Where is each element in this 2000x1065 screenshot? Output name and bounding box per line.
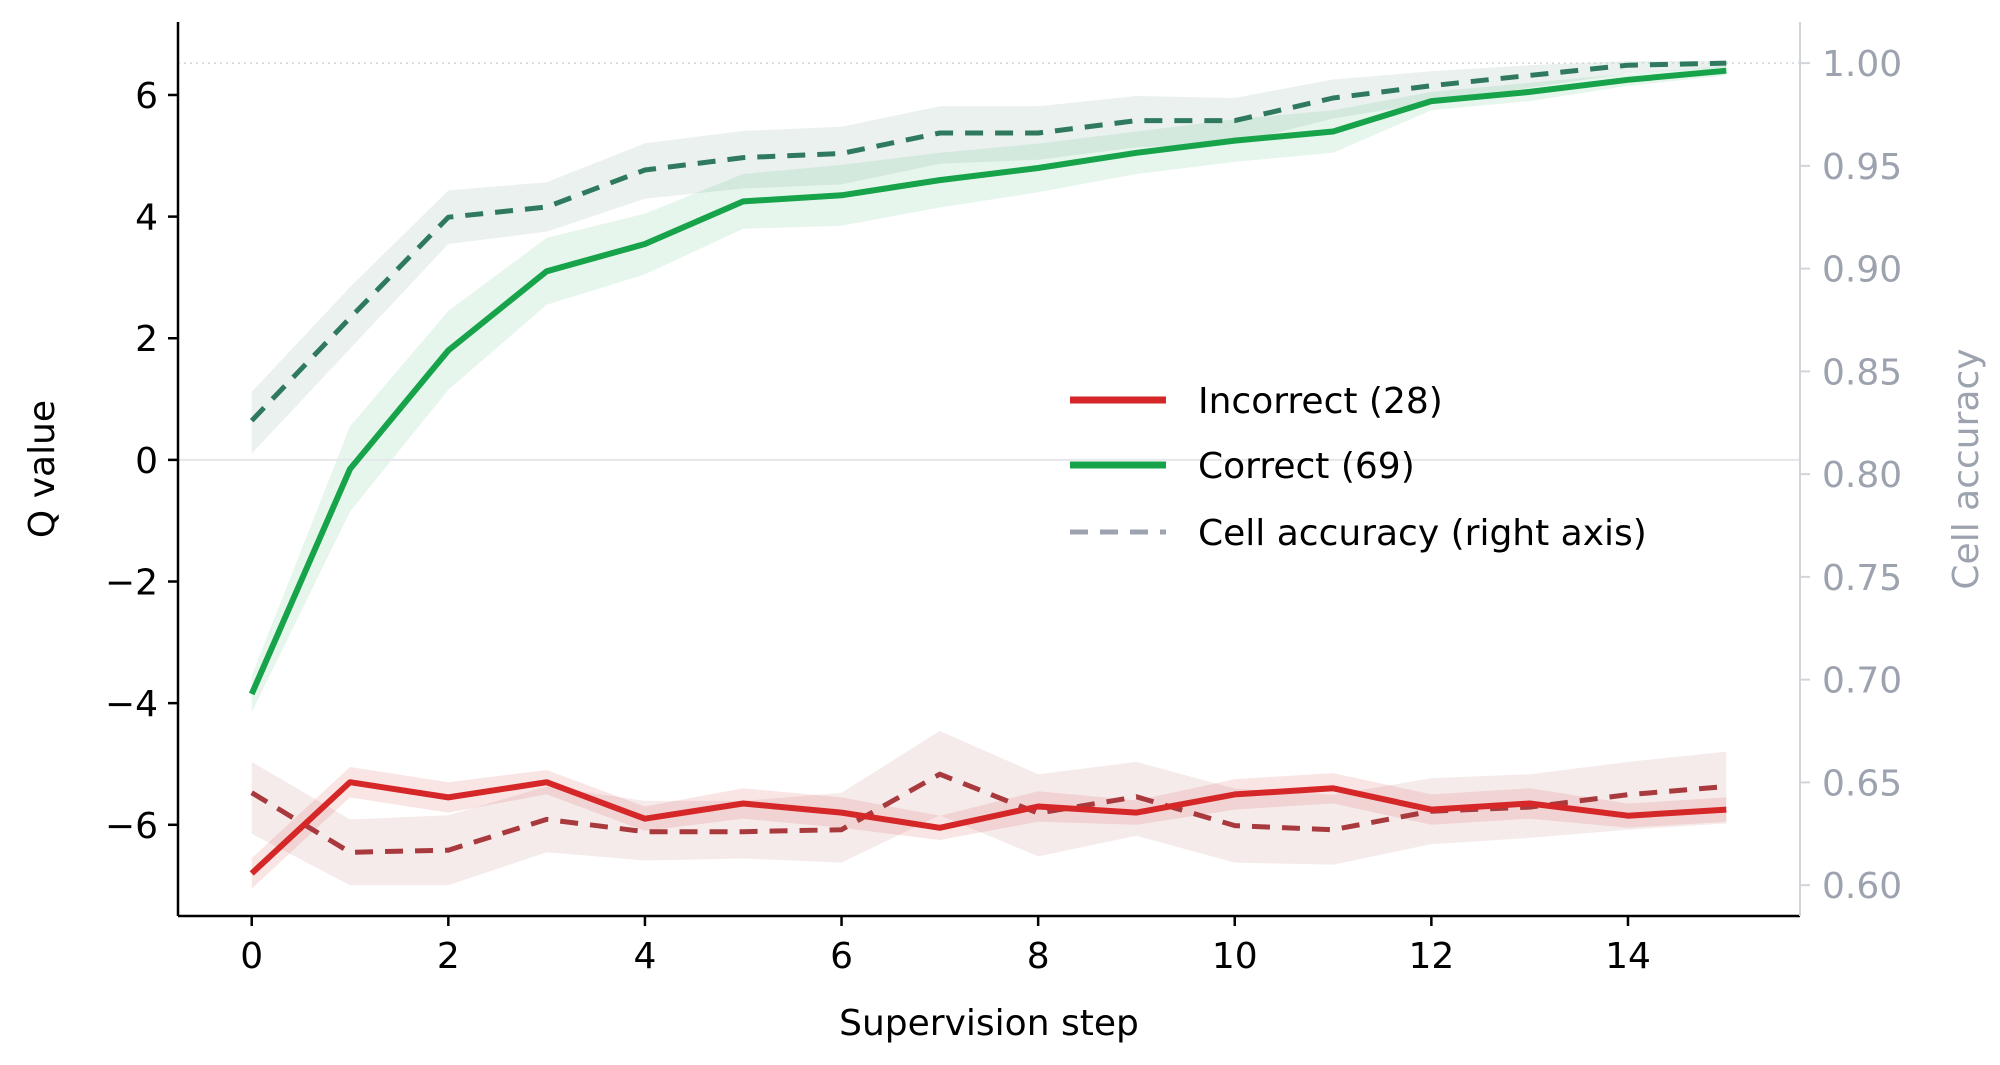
x-tick-label: 8: [1027, 936, 1050, 977]
x-tick-label: 2: [437, 936, 460, 977]
y-tick-label-right: 0.95: [1822, 147, 1902, 188]
x-tick-label: 14: [1605, 936, 1651, 977]
y-tick-label-left: 0: [135, 441, 158, 482]
y-tick-label-right: 0.90: [1822, 250, 1902, 291]
x-tick-label: 10: [1212, 936, 1258, 977]
line-incorrect: [249, 779, 1727, 876]
x-tick-label: 0: [240, 936, 263, 977]
reference-lines: [178, 62, 1800, 461]
y-tick-label-right: 0.80: [1822, 455, 1902, 496]
band-incorrect: [251, 767, 1727, 889]
y-tick-label-left: −2: [105, 563, 158, 604]
legend-label-incorrect: Incorrect (28): [1198, 381, 1443, 422]
x-tick-label: 6: [830, 936, 853, 977]
confidence-bands: [251, 61, 1727, 889]
y-tick-label-right: 1.00: [1822, 44, 1902, 85]
line-correct-cell-accuracy: [249, 60, 1727, 423]
y-tick-label-left: −6: [105, 806, 158, 847]
band-correct: [251, 65, 1727, 713]
y-tick-label-right: 0.75: [1822, 558, 1902, 599]
y-tick-label-left: −4: [105, 684, 158, 725]
y-tick-label-right: 0.65: [1822, 763, 1902, 804]
legend: Incorrect (28) Correct (69) Cell accurac…: [1070, 381, 1647, 554]
y-tick-label-right: 0.60: [1822, 866, 1902, 907]
axes: 0 2 4 6 8 10 12 14 −6 −4 −2 0 2 4 6 0.60 0.65 0.70 0.75 0.8…: [105, 22, 1902, 977]
legend-label-correct: Correct (69): [1198, 446, 1415, 487]
band-correct-accuracy: [251, 61, 1727, 454]
x-tick-label: 4: [633, 936, 656, 977]
line-correct: [248, 67, 1727, 696]
x-tick-label: 12: [1408, 936, 1454, 977]
y-tick-label-right: 0.85: [1822, 352, 1902, 393]
y-tick-label-left: 2: [135, 319, 158, 360]
legend-label-cell-accuracy: Cell accuracy (right axis): [1198, 513, 1647, 554]
y-axis-label-right: Cell accuracy: [1946, 348, 1987, 589]
band-incorrect-accuracy: [251, 731, 1727, 886]
y-tick-label-right: 0.70: [1822, 661, 1902, 702]
y-tick-label-left: 4: [135, 198, 158, 239]
series-lines: [248, 60, 1727, 876]
x-axis-label: Supervision step: [839, 1003, 1139, 1044]
y-axis-label-left: Q value: [22, 400, 63, 538]
y-tick-label-left: 6: [135, 76, 158, 117]
